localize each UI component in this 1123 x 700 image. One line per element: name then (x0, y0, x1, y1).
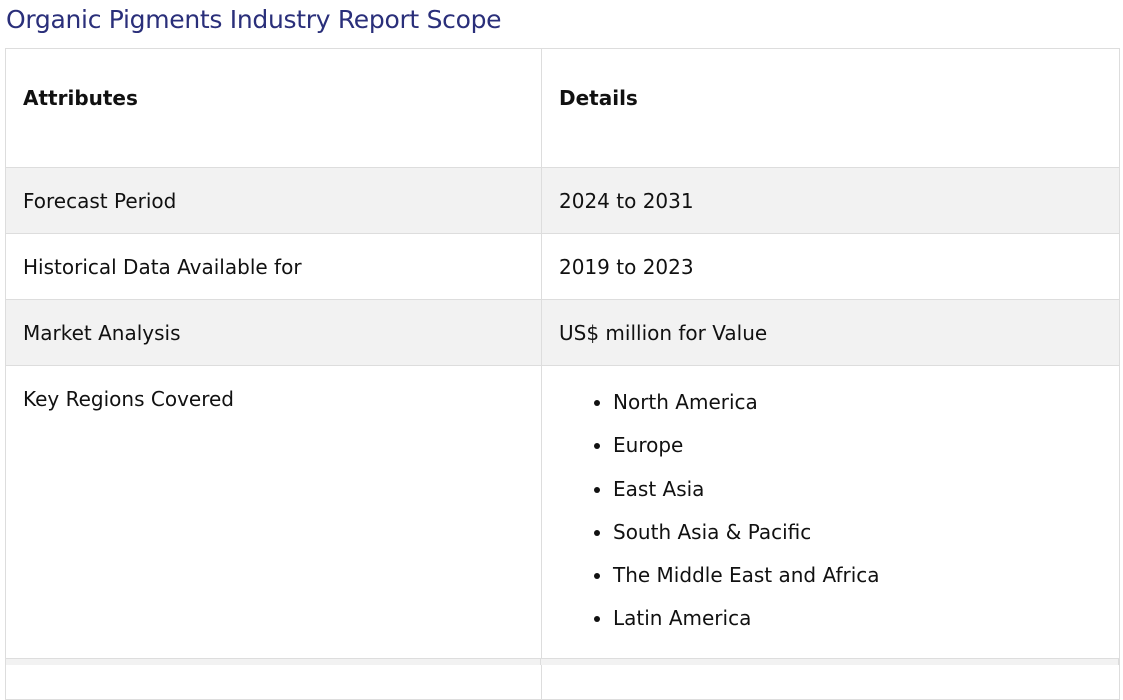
list-item: Europe (613, 424, 1102, 467)
attribute-cell: Key Regions Covered (5, 365, 542, 700)
list-item: The Middle East and Africa (613, 554, 1102, 597)
list-item: North America (613, 381, 1102, 424)
report-scope-table: Attributes Details Forecast Period 2024 … (5, 48, 1120, 700)
region-list: North America Europe East Asia South Asi… (559, 381, 1102, 641)
attribute-cell: Market Analysis (5, 299, 542, 366)
list-item: South Asia & Pacific (613, 511, 1102, 554)
column-header-details: Details (541, 48, 1120, 168)
attribute-cell: Forecast Period (5, 167, 542, 234)
column-header-attributes: Attributes (5, 48, 542, 168)
detail-cell: North America Europe East Asia South Asi… (541, 365, 1120, 700)
next-table-row-partial (5, 658, 1119, 665)
detail-cell: 2019 to 2023 (541, 233, 1120, 300)
detail-cell: 2024 to 2031 (541, 167, 1120, 234)
partial-cell (541, 659, 1119, 665)
detail-cell: US$ million for Value (541, 299, 1120, 366)
page-title: Organic Pigments Industry Report Scope (6, 5, 502, 34)
table-row: Historical Data Available for 2019 to 20… (5, 233, 1120, 300)
table-row: Market Analysis US$ million for Value (5, 299, 1120, 366)
table-header-row: Attributes Details (5, 48, 1120, 168)
list-item: East Asia (613, 468, 1102, 511)
table-row: Forecast Period 2024 to 2031 (5, 167, 1120, 234)
list-item: Latin America (613, 597, 1102, 640)
attribute-cell: Historical Data Available for (5, 233, 542, 300)
partial-cell (5, 659, 541, 665)
table-row: Key Regions Covered North America Europe… (5, 365, 1120, 700)
